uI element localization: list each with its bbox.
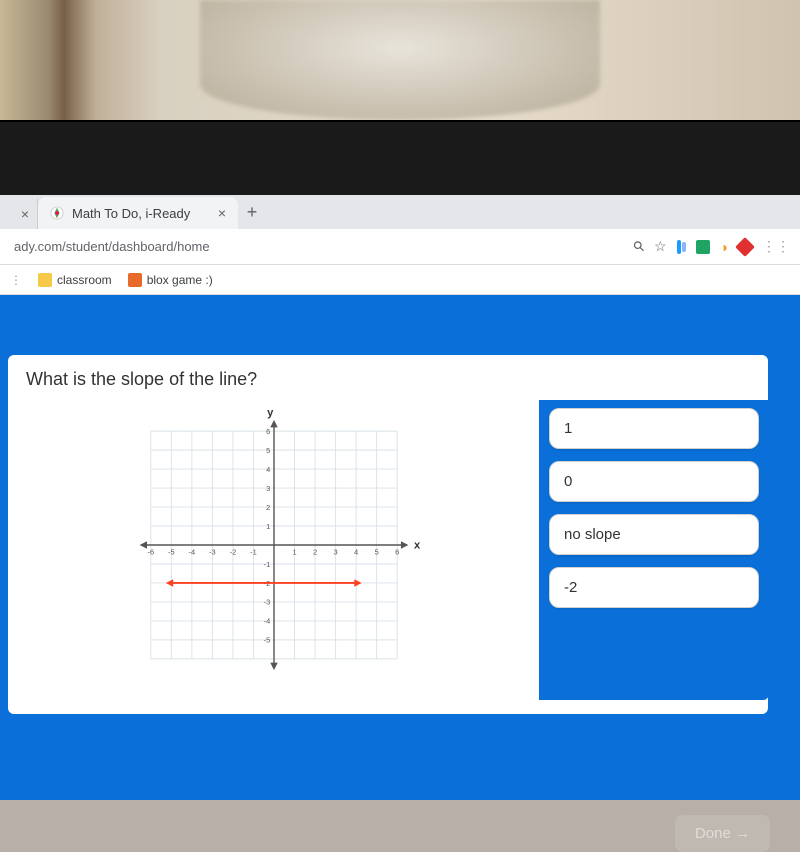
bookmarks-overflow-icon[interactable]: ⋮	[10, 273, 22, 287]
browser-tab-active[interactable]: Math To Do, i-Ready ×	[38, 197, 238, 229]
coordinate-graph: -6-5-4-3-2-1123456-5-4-3-2-1123456xy	[124, 405, 424, 690]
svg-text:-6: -6	[147, 547, 154, 556]
svg-text:4: 4	[266, 465, 270, 474]
bookmarks-bar: ⋮ classroom blox game :)	[0, 265, 800, 295]
question-text: What is the slope of the line?	[8, 355, 768, 400]
prev-tab-close[interactable]: ×	[0, 199, 38, 229]
bookmark-blox[interactable]: blox game :)	[128, 273, 213, 287]
svg-text:-3: -3	[263, 598, 270, 607]
svg-text:-5: -5	[168, 547, 175, 556]
blox-icon	[128, 273, 142, 287]
question-card: What is the slope of the line? -6-5-4-3-…	[8, 355, 768, 714]
bookmark-label: classroom	[57, 273, 112, 287]
svg-text:5: 5	[374, 547, 378, 556]
answer-panel: 1 0 no slope -2	[539, 400, 769, 700]
tab-close-icon[interactable]: ×	[218, 205, 226, 221]
answer-option-4[interactable]: -2	[549, 567, 759, 608]
svg-text:3: 3	[266, 484, 270, 493]
address-bar: ady.com/student/dashboard/home ⚲ ☆ ◑ ⋮⋮	[0, 229, 800, 265]
svg-text:1: 1	[266, 522, 270, 531]
extension-icon-4[interactable]	[738, 240, 752, 254]
laptop-frame: × Math To Do, i-Ready × + ady.com/studen…	[0, 120, 800, 800]
svg-text:1: 1	[292, 547, 296, 556]
bookmark-star-icon[interactable]: ☆	[654, 238, 667, 255]
svg-text:y: y	[267, 407, 274, 419]
answer-option-1[interactable]: 1	[549, 408, 759, 449]
screen-bezel	[0, 120, 800, 195]
svg-text:2: 2	[266, 503, 270, 512]
svg-text:-5: -5	[263, 636, 270, 645]
screen: × Math To Do, i-Ready × + ady.com/studen…	[0, 195, 800, 800]
svg-text:6: 6	[395, 547, 399, 556]
extension-icon-3[interactable]: ◑	[720, 239, 728, 255]
svg-text:5: 5	[266, 446, 270, 455]
svg-text:4: 4	[354, 547, 358, 556]
svg-text:3: 3	[333, 547, 337, 556]
bookmark-classroom[interactable]: classroom	[38, 273, 112, 287]
extension-icon-2[interactable]	[696, 240, 710, 254]
tab-title: Math To Do, i-Ready	[72, 206, 190, 221]
app-page: What is the slope of the line? -6-5-4-3-…	[0, 295, 800, 800]
svg-text:-1: -1	[263, 560, 270, 569]
svg-text:6: 6	[266, 427, 270, 436]
url-text[interactable]: ady.com/student/dashboard/home	[6, 239, 634, 254]
browser-tabbar: × Math To Do, i-Ready × +	[0, 195, 800, 229]
done-button[interactable]: Done →	[675, 815, 770, 852]
answer-option-2[interactable]: 0	[549, 461, 759, 502]
svg-text:-1: -1	[250, 547, 257, 556]
svg-text:-3: -3	[209, 547, 216, 556]
address-bar-actions: ⚲ ☆ ◑ ⋮⋮	[634, 238, 794, 255]
svg-text:x: x	[414, 540, 421, 552]
svg-text:-4: -4	[188, 547, 195, 556]
graph-area: -6-5-4-3-2-1123456-5-4-3-2-1123456xy	[8, 400, 539, 700]
question-content: -6 -5 -4 -3 -2 -1 1 2 3 4 5 6 -5 -4 -3 -2 -1 1 2 3 4 5 6 x y 1 0…	[8, 400, 768, 700]
background-photo	[0, 0, 800, 120]
iready-favicon-icon	[50, 206, 64, 220]
answer-option-3[interactable]: no slope	[549, 514, 759, 555]
extension-icon-1[interactable]	[677, 240, 686, 254]
bookmark-label: blox game :)	[147, 273, 213, 287]
svg-text:-2: -2	[229, 547, 236, 556]
svg-text:-4: -4	[263, 617, 270, 626]
classroom-icon	[38, 273, 52, 287]
svg-text:2: 2	[312, 547, 316, 556]
new-tab-button[interactable]: +	[238, 202, 266, 223]
extension-icon-5[interactable]: ⋮⋮	[762, 238, 790, 255]
